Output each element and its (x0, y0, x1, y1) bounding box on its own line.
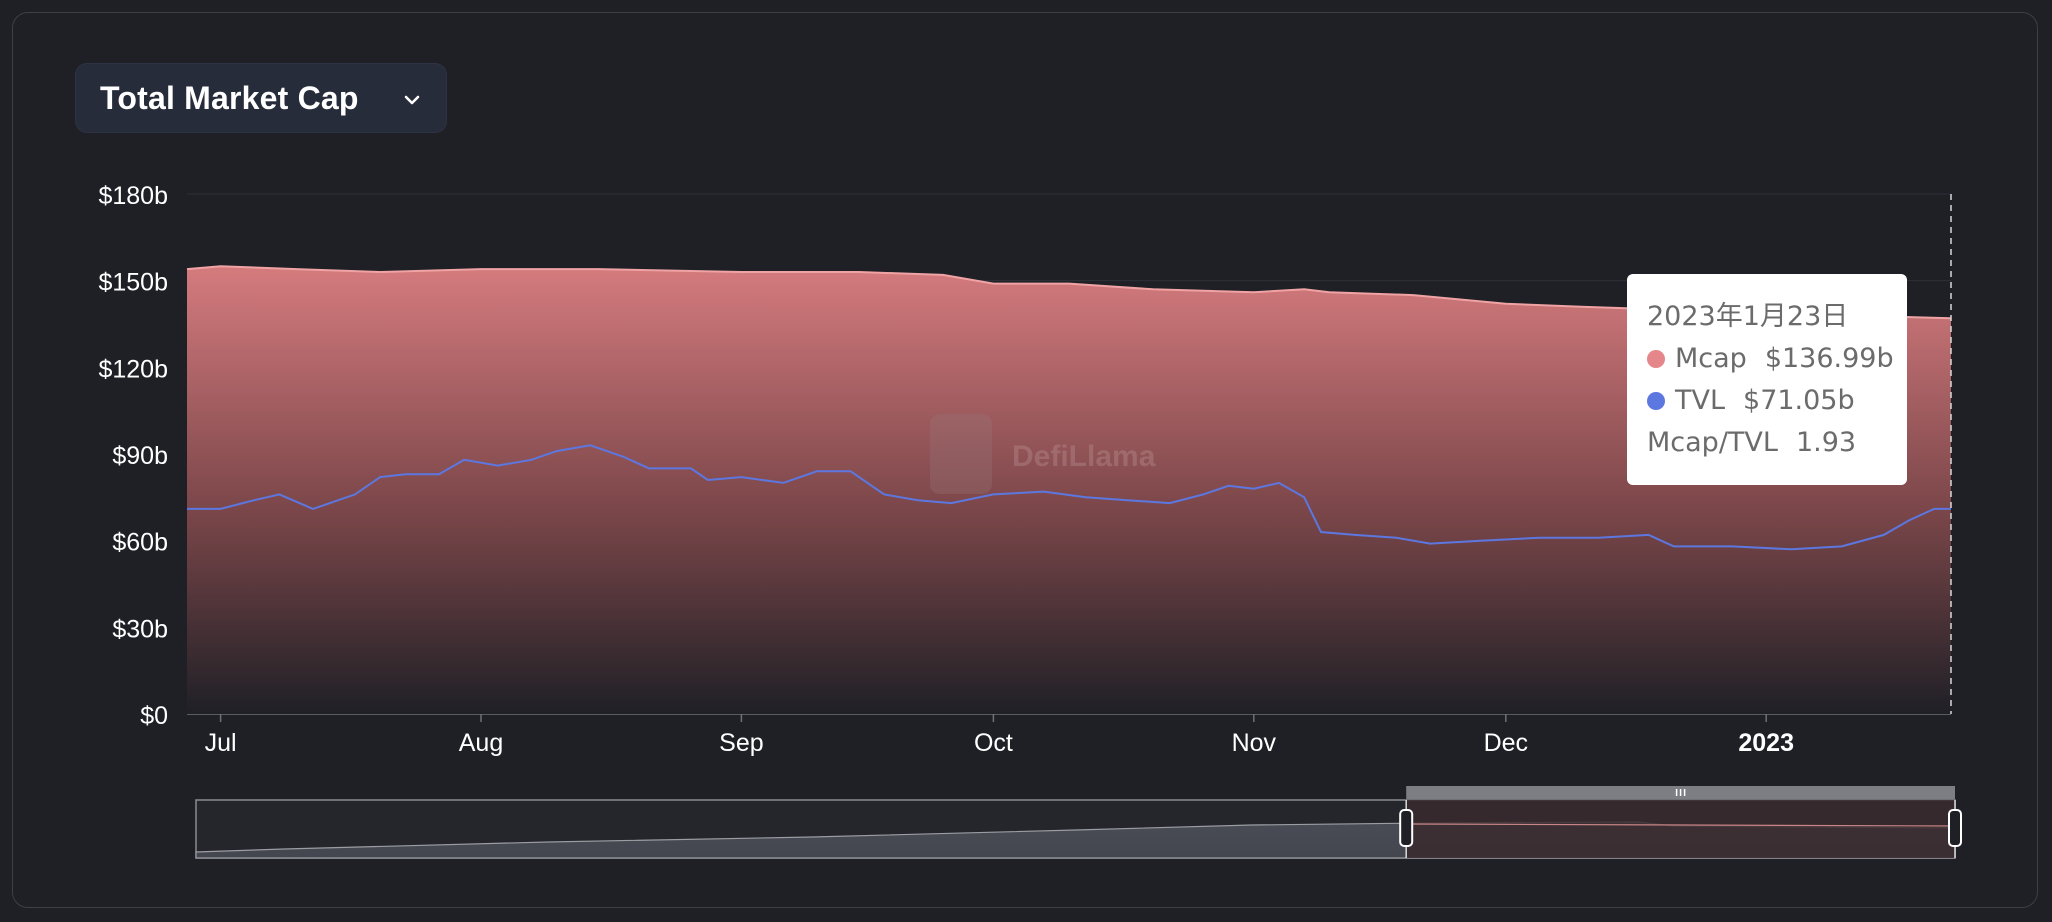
tooltip-tvl-value: $71.05b (1743, 385, 1855, 416)
navigator-right-handle[interactable] (1948, 809, 1962, 847)
tvl-legend-dot (1647, 392, 1665, 410)
mcap-line (186, 265, 1952, 320)
chart-tooltip: 2023年1月23日 Mcap $136.99b TVL $71.05b Mca… (1627, 274, 1907, 485)
x-tick-label: Sep (719, 729, 763, 757)
tooltip-date: 2023年1月23日 (1647, 301, 1849, 332)
tooltip-tvl-row: TVL $71.05b (1647, 380, 1907, 422)
y-tick-label: $60b (112, 529, 168, 557)
tooltip-ratio-row: Mcap/TVL 1.93 (1647, 422, 1907, 464)
tooltip-mcap-label: Mcap (1675, 343, 1747, 374)
x-tick-label: Nov (1232, 729, 1277, 757)
watermark-text: DefiLlama (1012, 440, 1156, 473)
x-tick-label: Jul (205, 729, 237, 757)
watermark-logo-icon (930, 414, 992, 494)
mcap-area (187, 266, 1951, 714)
mcap-legend-dot (1647, 350, 1665, 368)
metric-dropdown-label: Total Market Cap (100, 79, 359, 116)
x-tick-label: Oct (974, 729, 1013, 757)
range-navigator[interactable] (195, 786, 1962, 859)
tooltip-ratio-value: 1.93 (1795, 427, 1857, 458)
tooltip-mcap-row: Mcap $136.99b (1647, 338, 1907, 380)
tvl-line (187, 444, 1951, 551)
y-tick-label: $150b (98, 269, 168, 297)
watermark: DefiLlama (930, 414, 1156, 494)
chevron-down-icon (404, 95, 420, 105)
tooltip-mcap-value: $136.99b (1764, 343, 1894, 374)
x-tick-label: Dec (1484, 729, 1528, 757)
x-tick-label: 2023 (1738, 729, 1794, 757)
metric-dropdown[interactable]: Total Market Cap (75, 63, 447, 133)
navigator-left-handle[interactable] (1399, 809, 1414, 847)
x-tick-label: Aug (459, 729, 503, 757)
y-tick-label: $180b (98, 182, 168, 210)
y-tick-label: $0 (140, 702, 168, 730)
tooltip-ratio-label: Mcap/TVL (1647, 427, 1778, 458)
y-tick-label: $30b (112, 615, 168, 643)
y-tick-label: $120b (98, 355, 168, 383)
tooltip-tvl-label: TVL (1675, 385, 1726, 416)
navigator-selection-line (1406, 823, 1956, 827)
navigator-selection (1406, 800, 1955, 858)
y-tick-label: $90b (112, 442, 168, 470)
